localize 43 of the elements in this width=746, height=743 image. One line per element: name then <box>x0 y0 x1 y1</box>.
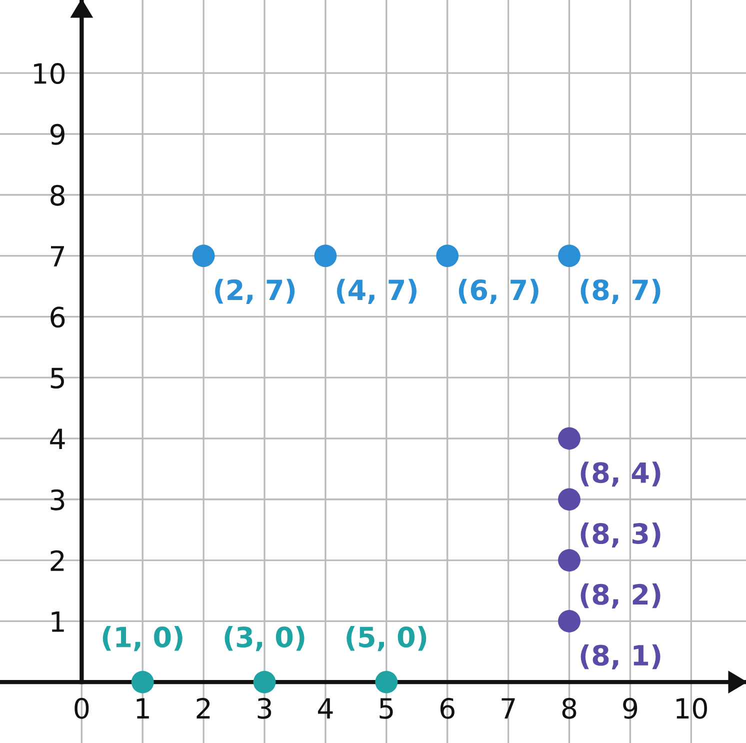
point <box>558 488 580 511</box>
y-tick-label: 9 <box>50 124 64 145</box>
point <box>192 244 215 267</box>
x-tick-label: 3 <box>258 698 272 719</box>
data-label: (8, 4) <box>580 462 660 487</box>
data-label: (8, 7) <box>580 278 660 304</box>
point <box>314 244 337 267</box>
y-tick-label: 7 <box>50 246 64 266</box>
data-label: (4, 7) <box>336 278 416 304</box>
data-label: (8, 2) <box>580 583 660 608</box>
data-label: (8, 3) <box>580 522 660 548</box>
point <box>558 244 580 267</box>
x-tick-label: 6 <box>440 698 454 719</box>
x-tick-label: 9 <box>623 698 638 719</box>
x-tick-label: 0 <box>74 698 89 719</box>
point <box>558 427 580 450</box>
x-tick-label: 5 <box>380 698 393 719</box>
y-tick-label: 3 <box>50 489 64 510</box>
y-tick-label: 1 <box>52 612 64 632</box>
y-tick-label: 2 <box>50 550 64 571</box>
y-tick-label: 10 <box>34 63 65 84</box>
point <box>558 549 580 572</box>
data-label: (1, 0) <box>102 626 182 652</box>
data-label: (6, 7) <box>458 278 538 304</box>
point <box>131 670 154 694</box>
x-tick-label: 2 <box>196 698 210 718</box>
y-tick-label: 4 <box>50 428 65 450</box>
data-label: (2, 7) <box>215 278 295 304</box>
point <box>436 244 459 267</box>
y-tick-label: 5 <box>50 368 64 389</box>
x-tick-label: 4 <box>318 698 333 718</box>
x-tick-label: 1 <box>136 698 149 718</box>
x-tick-label: 10 <box>676 698 707 719</box>
x-tick-label: 7 <box>502 698 515 718</box>
data-label: (8, 1) <box>580 644 660 670</box>
data-label: (3, 0) <box>224 626 304 652</box>
y-tick-label: 8 <box>50 184 64 206</box>
data-label: (5, 0) <box>346 626 426 652</box>
x-tick-label: 8 <box>562 698 576 719</box>
point <box>558 610 580 632</box>
y-tick-label: 6 <box>50 306 65 328</box>
point <box>253 670 276 694</box>
point <box>375 670 398 694</box>
